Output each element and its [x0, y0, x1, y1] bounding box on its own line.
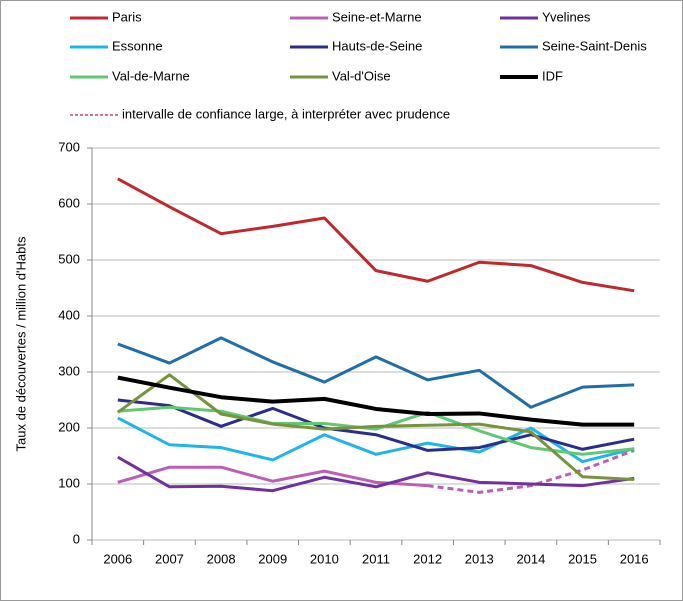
y-tick-label: 300: [58, 363, 80, 378]
x-tick-label: 2013: [465, 551, 494, 566]
y-tick-label: 500: [58, 251, 80, 266]
series-line: [117, 405, 635, 456]
y-tick-label: 200: [58, 419, 80, 434]
legend-label: Essonne: [112, 38, 163, 53]
legend-label: Seine-Saint-Denis: [542, 38, 647, 53]
y-axis-label: Taux de découvertes / million d'Habts: [13, 236, 28, 451]
x-tick-label: 2010: [310, 551, 339, 566]
y-tick-label: 0: [73, 531, 80, 546]
series-line: [117, 336, 635, 409]
x-tick-label: 2006: [103, 551, 132, 566]
series-line: [116, 373, 635, 482]
x-tick-label: 2011: [362, 551, 390, 566]
x-tick-label: 2016: [620, 551, 649, 566]
series-line: [117, 398, 635, 452]
legend-label: intervalle de confiance large, à interpr…: [122, 106, 450, 121]
y-tick-label: 100: [58, 475, 80, 490]
x-tick-label: 2009: [258, 551, 287, 566]
series-line: [117, 455, 635, 493]
series-line-dashed: [427, 448, 635, 494]
x-tick-label: 2012: [413, 551, 442, 566]
series-line: [117, 465, 428, 488]
legend-label: Paris: [112, 9, 142, 24]
legend-label: Seine-et-Marne: [332, 9, 422, 24]
x-tick-label: 2008: [207, 551, 236, 566]
legend-label: IDF: [542, 68, 563, 83]
x-tick-label: 2015: [568, 551, 597, 566]
x-tick-label: 2007: [155, 551, 184, 566]
y-tick-label: 700: [58, 139, 80, 154]
legend-label: Yvelines: [542, 9, 591, 24]
legend-label: Val-d'Oise: [332, 68, 391, 83]
series-line: [117, 375, 635, 427]
y-tick-label: 400: [58, 307, 80, 322]
series-line: [117, 177, 635, 293]
x-tick-label: 2014: [516, 551, 545, 566]
legend-label: Hauts-de-Seine: [332, 38, 422, 53]
y-tick-label: 600: [58, 195, 80, 210]
legend-label: Val-de-Marne: [112, 68, 190, 83]
